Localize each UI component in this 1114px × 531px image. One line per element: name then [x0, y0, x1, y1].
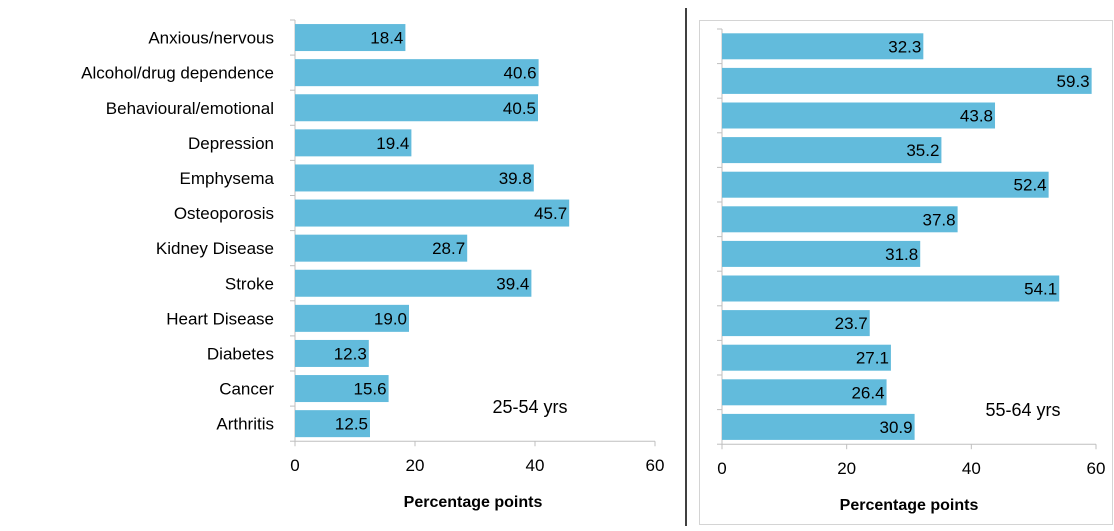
bar: [722, 137, 942, 164]
x-tick-label: 20: [406, 456, 425, 475]
bar-value-label: 52.4: [1014, 176, 1047, 195]
category-label: Anxious/nervous: [148, 29, 274, 48]
bar: [295, 234, 468, 262]
bar: [722, 206, 958, 233]
bar: [722, 240, 921, 267]
bar: [295, 410, 370, 438]
bar: [295, 304, 409, 332]
x-tick-label: 20: [837, 459, 856, 478]
x-tick-label: 40: [526, 456, 545, 475]
bar: [295, 129, 412, 157]
bar: [722, 33, 924, 60]
category-label: Cancer: [219, 380, 274, 399]
bar-value-label: 19.0: [374, 309, 407, 328]
bar: [722, 413, 915, 440]
bar-value-label: 54.1: [1024, 280, 1057, 299]
bar: [722, 102, 996, 129]
bar: [295, 59, 539, 87]
category-label: Arthritis: [216, 415, 274, 434]
bar-value-label: 23.7: [835, 314, 868, 333]
bar-value-label: 18.4: [370, 29, 403, 48]
age-group-annotation: 55-64 yrs: [985, 400, 1060, 420]
bar: [722, 275, 1060, 302]
bar-value-label: 39.4: [496, 274, 529, 293]
bar: [295, 94, 538, 122]
age-group-annotation: 25-54 yrs: [492, 397, 567, 417]
category-label: Stroke: [225, 274, 274, 293]
bar-value-label: 26.4: [851, 383, 884, 402]
x-axis-title: Percentage points: [404, 494, 543, 511]
bar: [722, 344, 891, 371]
bar-value-label: 15.6: [354, 380, 387, 399]
bar-value-label: 12.5: [335, 415, 368, 434]
category-label: Kidney Disease: [156, 239, 274, 258]
bar-value-label: 45.7: [534, 204, 567, 223]
bar-value-label: 30.9: [880, 418, 913, 437]
bar-value-label: 28.7: [432, 239, 465, 258]
bar-value-label: 35.2: [906, 141, 939, 160]
bar: [722, 67, 1092, 94]
bar-value-label: 39.8: [499, 169, 532, 188]
x-tick-label: 40: [962, 459, 981, 478]
bar: [295, 24, 406, 52]
bar: [295, 164, 534, 192]
x-tick-label: 0: [290, 456, 299, 475]
bar-value-label: 31.8: [885, 245, 918, 264]
x-axis-title: Percentage points: [840, 497, 979, 514]
bar: [295, 339, 369, 367]
bar-value-label: 12.3: [334, 344, 367, 363]
bar: [722, 310, 870, 337]
category-label: Osteoporosis: [174, 204, 274, 223]
category-label: Alcohol/drug dependence: [81, 64, 274, 83]
x-tick-label: 60: [646, 456, 665, 475]
bar: [722, 171, 1049, 198]
category-label: Emphysema: [180, 169, 275, 188]
category-label: Behavioural/emotional: [106, 99, 274, 118]
bar-value-label: 37.8: [923, 210, 956, 229]
right-panel-border: [699, 20, 1113, 525]
category-label: Depression: [188, 134, 274, 153]
x-tick-label: 60: [1087, 459, 1106, 478]
bar-value-label: 40.5: [503, 99, 536, 118]
bar: [722, 379, 887, 406]
x-tick-label: 0: [717, 459, 726, 478]
category-label: Heart Disease: [166, 309, 274, 328]
category-label: Diabetes: [207, 344, 274, 363]
bar-value-label: 19.4: [376, 134, 409, 153]
bar: [295, 199, 570, 227]
bar: [295, 375, 389, 403]
bar-value-label: 43.8: [960, 107, 993, 126]
bar-value-label: 59.3: [1057, 72, 1090, 91]
bar-value-label: 32.3: [888, 37, 921, 56]
bar-value-label: 27.1: [856, 349, 889, 368]
bar: [295, 269, 532, 297]
bar-value-label: 40.6: [504, 64, 537, 83]
